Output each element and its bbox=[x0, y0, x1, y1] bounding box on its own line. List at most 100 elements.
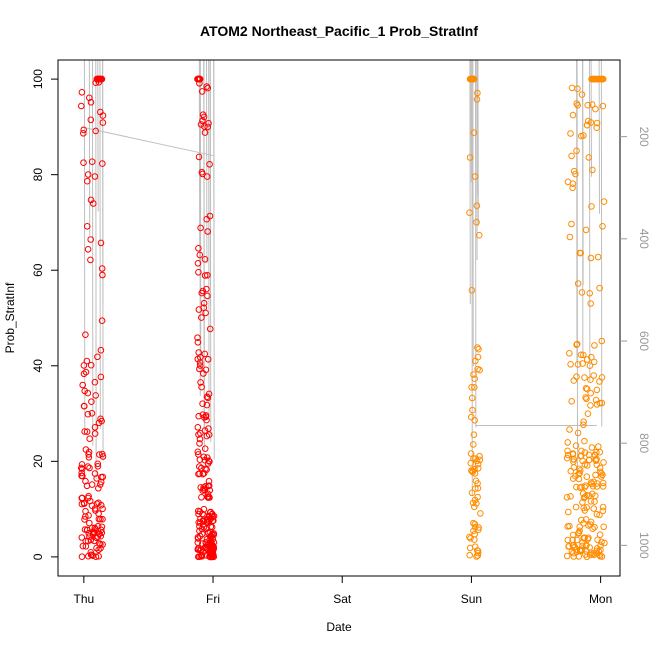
data-point bbox=[472, 455, 480, 462]
data-point bbox=[474, 465, 482, 472]
data-point bbox=[87, 361, 95, 369]
data-point bbox=[586, 551, 594, 559]
data-point bbox=[198, 168, 206, 176]
data-point bbox=[471, 503, 478, 511]
data-point bbox=[80, 370, 88, 378]
data-point bbox=[600, 198, 608, 205]
x-tick-label: Thu bbox=[73, 592, 94, 606]
data-point bbox=[587, 389, 595, 397]
data-point bbox=[204, 292, 211, 300]
data-point bbox=[580, 421, 587, 429]
data-point bbox=[82, 331, 89, 339]
data-point bbox=[78, 464, 85, 472]
data-point bbox=[209, 510, 216, 518]
data-point bbox=[99, 450, 106, 458]
data-point bbox=[591, 523, 598, 531]
data-point bbox=[593, 483, 601, 490]
data-point bbox=[210, 553, 217, 561]
data-point bbox=[205, 457, 212, 465]
data-point bbox=[209, 517, 216, 525]
data-point bbox=[582, 385, 590, 392]
data-point bbox=[470, 519, 477, 527]
y-tick-label: 20 bbox=[31, 454, 45, 468]
data-point bbox=[473, 202, 481, 209]
data-point bbox=[84, 171, 92, 178]
data-point bbox=[206, 161, 213, 168]
data-point bbox=[84, 389, 92, 397]
data-point bbox=[593, 510, 601, 518]
data-point bbox=[92, 392, 99, 399]
data-point bbox=[468, 394, 476, 402]
data-point bbox=[467, 459, 475, 467]
data-point bbox=[203, 215, 210, 223]
data-point bbox=[95, 510, 102, 517]
data-point bbox=[474, 353, 482, 361]
data-point bbox=[590, 551, 598, 559]
data-point bbox=[564, 447, 571, 455]
data-point bbox=[202, 412, 210, 419]
data-point bbox=[589, 525, 597, 533]
data-point bbox=[202, 366, 210, 374]
data-point bbox=[205, 477, 213, 485]
data-point bbox=[93, 544, 100, 552]
data-point bbox=[91, 378, 99, 386]
data-point bbox=[86, 533, 93, 540]
data-point bbox=[202, 465, 209, 473]
data-point bbox=[88, 158, 96, 165]
data-point bbox=[587, 376, 594, 384]
data-point bbox=[598, 337, 606, 345]
data-point bbox=[84, 177, 91, 185]
data-point bbox=[203, 173, 211, 180]
data-point bbox=[564, 439, 572, 446]
data-point bbox=[196, 251, 204, 259]
data-point bbox=[98, 523, 106, 531]
data-point bbox=[209, 536, 217, 543]
data-point bbox=[200, 523, 208, 531]
data-point bbox=[466, 209, 473, 216]
data-point bbox=[570, 377, 578, 384]
data-point bbox=[586, 290, 594, 297]
data-point bbox=[78, 534, 86, 541]
data-point bbox=[474, 547, 482, 555]
data-point bbox=[204, 494, 212, 501]
data-point bbox=[203, 432, 211, 440]
data-point bbox=[468, 287, 476, 294]
data-point bbox=[87, 196, 95, 204]
data-point bbox=[83, 428, 91, 436]
data-point bbox=[86, 519, 93, 527]
x-axis-label: Date bbox=[326, 620, 352, 634]
data-point bbox=[195, 553, 202, 561]
data-point bbox=[574, 429, 582, 437]
data-point bbox=[578, 91, 586, 98]
data-point bbox=[599, 503, 607, 511]
data-point bbox=[87, 99, 95, 106]
data-point bbox=[580, 418, 587, 426]
data-point bbox=[471, 496, 479, 504]
data-point bbox=[584, 410, 592, 418]
data-point bbox=[98, 317, 106, 325]
data-point bbox=[83, 223, 91, 230]
data-point bbox=[91, 173, 99, 180]
data-point bbox=[204, 123, 212, 131]
data-point bbox=[600, 459, 607, 466]
data-point bbox=[89, 552, 97, 560]
data-point bbox=[97, 545, 104, 552]
data-point bbox=[572, 503, 580, 511]
data-point bbox=[203, 401, 211, 409]
data-point bbox=[474, 460, 482, 468]
data-point bbox=[471, 536, 478, 543]
data-point bbox=[90, 529, 98, 536]
data-point bbox=[477, 510, 484, 517]
data-point bbox=[195, 269, 202, 276]
data-point bbox=[590, 358, 598, 366]
data-point bbox=[196, 456, 204, 464]
data-point bbox=[79, 472, 86, 480]
data-point bbox=[198, 494, 205, 501]
data-point bbox=[569, 111, 577, 119]
data-point bbox=[468, 384, 475, 391]
data-point bbox=[97, 239, 105, 247]
data-point bbox=[199, 470, 207, 478]
data-point bbox=[198, 553, 206, 560]
data-point bbox=[82, 507, 89, 515]
data-point bbox=[596, 468, 604, 476]
